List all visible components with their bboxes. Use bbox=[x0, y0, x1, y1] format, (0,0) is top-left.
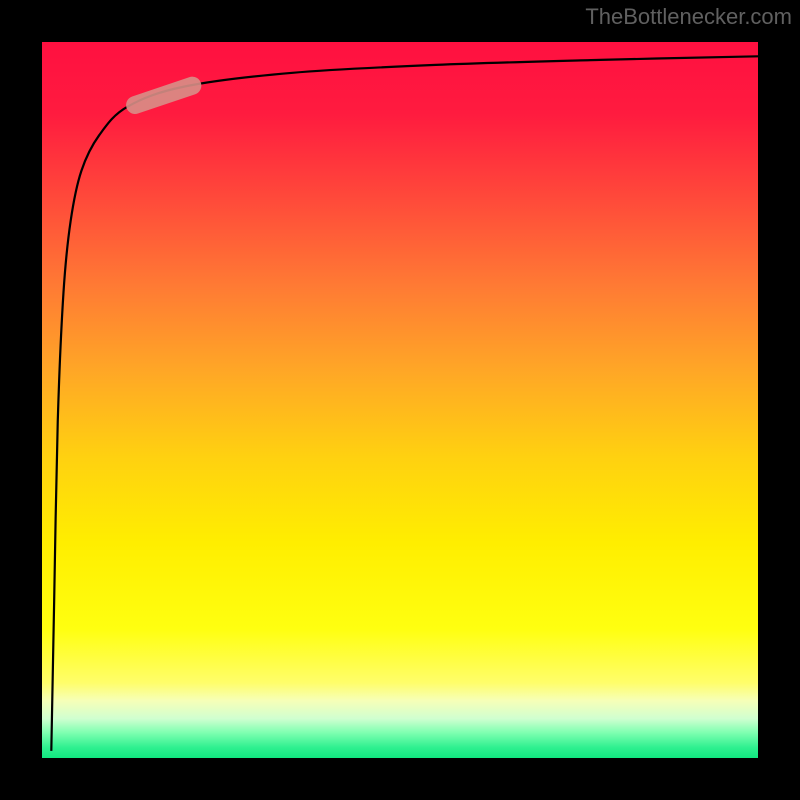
chart-svg bbox=[0, 0, 800, 800]
chart-frame: TheBottlenecker.com bbox=[0, 0, 800, 800]
attribution-text: TheBottlenecker.com bbox=[585, 4, 792, 30]
plot-background bbox=[42, 42, 758, 758]
